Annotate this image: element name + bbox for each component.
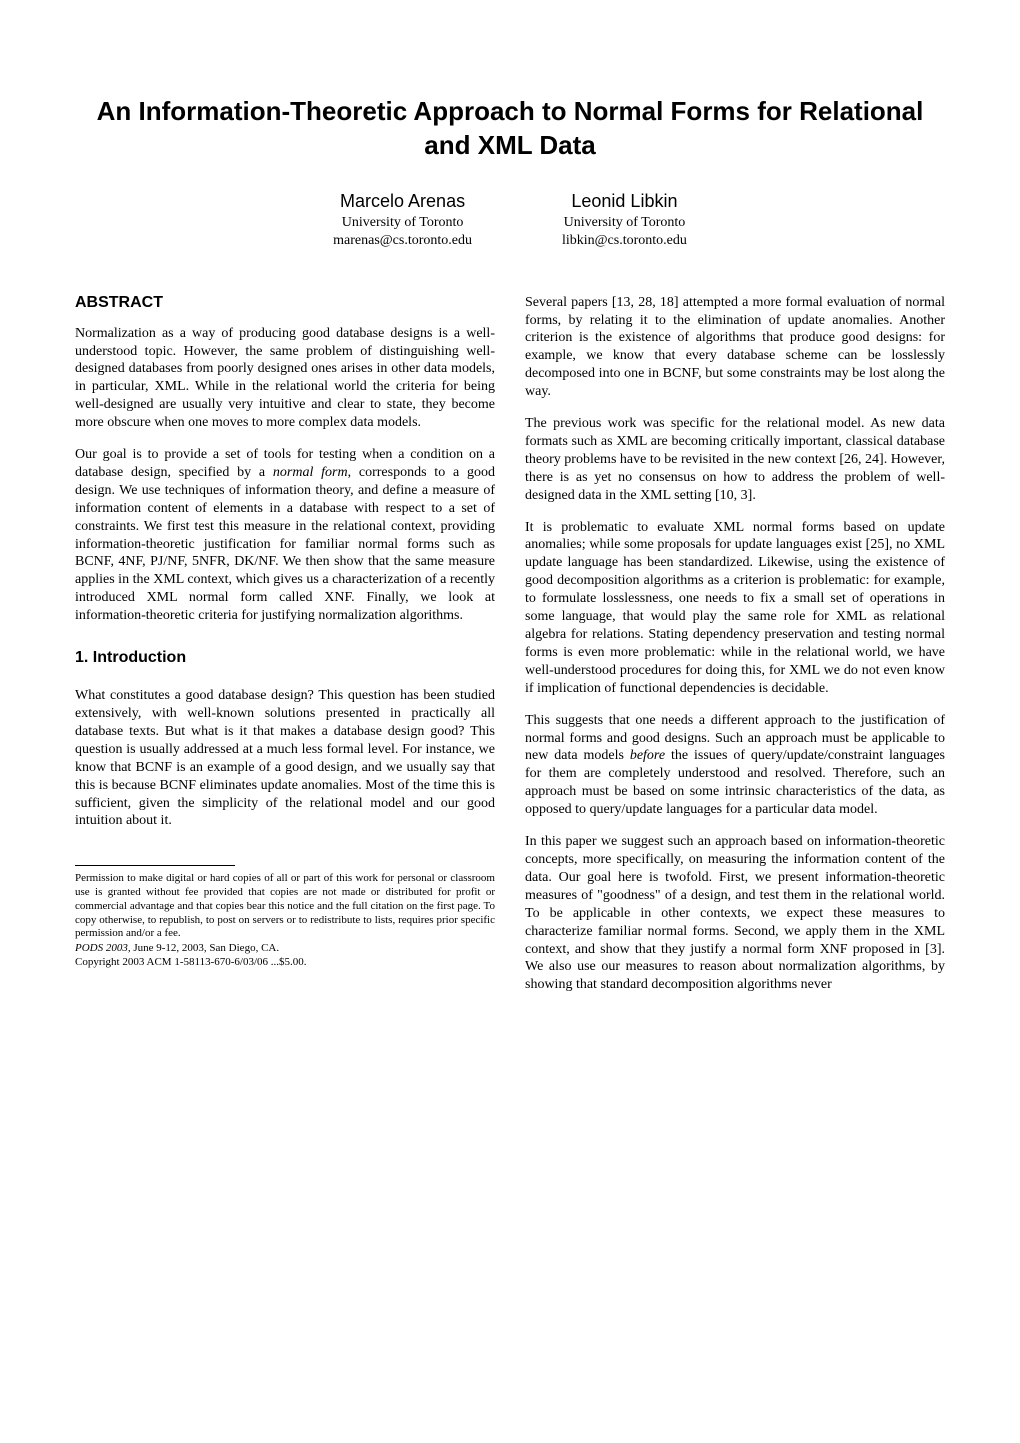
author-name: Marcelo Arenas [333, 191, 472, 212]
abstract-header: ABSTRACT [75, 294, 495, 312]
text-span: , corresponds to a good design. We use t… [75, 465, 495, 623]
venue-italic: PODS 2003, [75, 942, 133, 954]
copyright-footnote: Copyright 2003 ACM 1-58113-670-6/03/06 .… [75, 955, 495, 969]
right-paragraph-4: This suggests that one needs a different… [525, 712, 945, 819]
author-1: Marcelo Arenas University of Toronto mar… [333, 191, 472, 249]
right-column: Several papers [13, 28, 18] attempted a … [525, 294, 945, 1009]
footnote-rule [75, 865, 235, 866]
author-name: Leonid Libkin [562, 191, 687, 212]
right-paragraph-2: The previous work was specific for the r… [525, 415, 945, 505]
author-affiliation: University of Toronto [333, 215, 472, 231]
author-2: Leonid Libkin University of Toronto libk… [562, 191, 687, 249]
two-column-layout: ABSTRACT Normalization as a way of produ… [75, 294, 945, 1009]
right-paragraph-1: Several papers [13, 28, 18] attempted a … [525, 294, 945, 401]
authors-block: Marcelo Arenas University of Toronto mar… [75, 191, 945, 249]
intro-paragraph-1: What constitutes a good database design?… [75, 687, 495, 830]
venue-footnote: PODS 2003, June 9-12, 2003, San Diego, C… [75, 941, 495, 955]
abstract-paragraph-1: Normalization as a way of producing good… [75, 325, 495, 432]
intro-header: 1. Introduction [75, 649, 495, 667]
author-email: marenas@cs.toronto.edu [333, 233, 472, 249]
right-paragraph-3: It is problematic to evaluate XML normal… [525, 519, 945, 698]
right-paragraph-5: In this paper we suggest such an approac… [525, 833, 945, 994]
author-affiliation: University of Toronto [562, 215, 687, 231]
paper-title: An Information-Theoretic Approach to Nor… [75, 95, 945, 163]
left-column: ABSTRACT Normalization as a way of produ… [75, 294, 495, 1009]
author-email: libkin@cs.toronto.edu [562, 233, 687, 249]
venue-rest: June 9-12, 2003, San Diego, CA. [133, 942, 279, 954]
abstract-paragraph-2: Our goal is to provide a set of tools fo… [75, 446, 495, 625]
italic-text: before [630, 748, 665, 763]
permission-footnote: Permission to make digital or hard copie… [75, 872, 495, 941]
italic-text: normal form [273, 465, 348, 480]
